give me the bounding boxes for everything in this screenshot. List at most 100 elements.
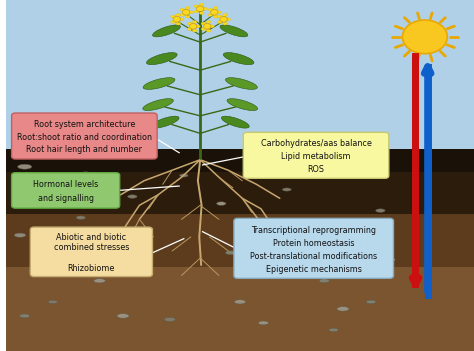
- Ellipse shape: [366, 300, 376, 304]
- Ellipse shape: [130, 244, 144, 248]
- Ellipse shape: [76, 216, 85, 219]
- Ellipse shape: [179, 18, 184, 21]
- Text: Carbohydrates/aas balance: Carbohydrates/aas balance: [261, 139, 372, 148]
- Ellipse shape: [218, 15, 222, 18]
- Ellipse shape: [218, 21, 222, 24]
- Ellipse shape: [206, 21, 211, 24]
- Ellipse shape: [226, 251, 236, 254]
- Ellipse shape: [201, 22, 206, 25]
- Ellipse shape: [213, 15, 218, 18]
- Ellipse shape: [199, 3, 204, 6]
- Bar: [6, 0, 474, 154]
- Ellipse shape: [208, 8, 213, 11]
- Ellipse shape: [48, 300, 57, 304]
- Ellipse shape: [151, 116, 179, 128]
- Text: Root hair length and number: Root hair length and number: [27, 145, 142, 154]
- Ellipse shape: [176, 22, 181, 25]
- Text: Hormonal levels: Hormonal levels: [33, 180, 98, 190]
- Ellipse shape: [94, 279, 105, 283]
- Text: Root system architecture: Root system architecture: [34, 120, 135, 129]
- Text: and signalling: and signalling: [37, 194, 94, 203]
- Circle shape: [190, 24, 197, 29]
- FancyBboxPatch shape: [30, 227, 153, 277]
- Ellipse shape: [153, 25, 181, 37]
- Ellipse shape: [185, 15, 190, 18]
- Circle shape: [203, 24, 211, 29]
- Ellipse shape: [337, 307, 349, 311]
- FancyBboxPatch shape: [11, 113, 157, 159]
- Circle shape: [173, 16, 181, 22]
- Ellipse shape: [223, 22, 228, 25]
- Ellipse shape: [194, 5, 199, 7]
- Ellipse shape: [304, 226, 316, 230]
- Ellipse shape: [202, 7, 207, 10]
- Ellipse shape: [199, 12, 204, 14]
- Ellipse shape: [201, 28, 206, 31]
- Text: Lipid metabolism: Lipid metabolism: [281, 152, 351, 161]
- Ellipse shape: [220, 25, 248, 37]
- FancyBboxPatch shape: [243, 132, 389, 178]
- Ellipse shape: [171, 21, 175, 24]
- Ellipse shape: [210, 25, 214, 28]
- Ellipse shape: [192, 21, 197, 24]
- Ellipse shape: [221, 116, 249, 128]
- Ellipse shape: [176, 14, 181, 16]
- Bar: [6, 149, 474, 179]
- Ellipse shape: [189, 11, 193, 14]
- Circle shape: [182, 9, 190, 15]
- Bar: [6, 267, 474, 351]
- Ellipse shape: [234, 300, 246, 304]
- Circle shape: [220, 16, 228, 22]
- Ellipse shape: [37, 198, 49, 202]
- Ellipse shape: [223, 14, 228, 16]
- Text: combined stresses: combined stresses: [54, 243, 129, 252]
- Ellipse shape: [213, 7, 218, 9]
- Ellipse shape: [180, 174, 188, 177]
- Ellipse shape: [206, 29, 211, 32]
- Circle shape: [210, 9, 218, 15]
- Bar: [6, 172, 474, 218]
- Ellipse shape: [187, 22, 192, 25]
- Ellipse shape: [194, 10, 199, 13]
- Ellipse shape: [223, 53, 254, 65]
- Ellipse shape: [117, 314, 129, 318]
- Ellipse shape: [14, 233, 26, 237]
- Ellipse shape: [258, 321, 269, 325]
- Text: Post-translational modifications: Post-translational modifications: [250, 252, 377, 260]
- Ellipse shape: [192, 29, 197, 32]
- Ellipse shape: [143, 99, 173, 111]
- Text: Transcriptional reprogramming: Transcriptional reprogramming: [251, 226, 376, 235]
- Ellipse shape: [187, 28, 192, 31]
- Ellipse shape: [217, 202, 226, 205]
- Text: ROS: ROS: [308, 165, 325, 174]
- Text: Epigenetic mechanisms: Epigenetic mechanisms: [266, 265, 362, 273]
- Ellipse shape: [28, 268, 39, 272]
- Ellipse shape: [226, 18, 231, 21]
- Ellipse shape: [128, 195, 137, 198]
- Ellipse shape: [227, 99, 258, 111]
- Ellipse shape: [195, 25, 200, 28]
- Ellipse shape: [19, 314, 30, 318]
- Ellipse shape: [180, 14, 185, 16]
- Ellipse shape: [146, 53, 177, 65]
- Ellipse shape: [171, 15, 175, 18]
- Ellipse shape: [376, 209, 385, 212]
- Ellipse shape: [283, 188, 291, 191]
- Text: Protein homeostasis: Protein homeostasis: [273, 239, 355, 248]
- Ellipse shape: [18, 164, 32, 169]
- Text: Rhizobiome: Rhizobiome: [68, 264, 115, 273]
- Ellipse shape: [180, 8, 185, 11]
- FancyBboxPatch shape: [234, 218, 393, 278]
- Circle shape: [196, 6, 204, 12]
- Ellipse shape: [384, 258, 395, 261]
- Ellipse shape: [329, 328, 338, 332]
- FancyBboxPatch shape: [11, 173, 120, 208]
- Ellipse shape: [319, 279, 329, 283]
- Ellipse shape: [143, 78, 175, 90]
- Ellipse shape: [81, 172, 91, 176]
- Ellipse shape: [208, 14, 213, 16]
- Ellipse shape: [164, 317, 175, 322]
- Ellipse shape: [217, 11, 221, 14]
- Text: Root:shoot ratio and coordination: Root:shoot ratio and coordination: [17, 133, 152, 142]
- Ellipse shape: [185, 7, 190, 9]
